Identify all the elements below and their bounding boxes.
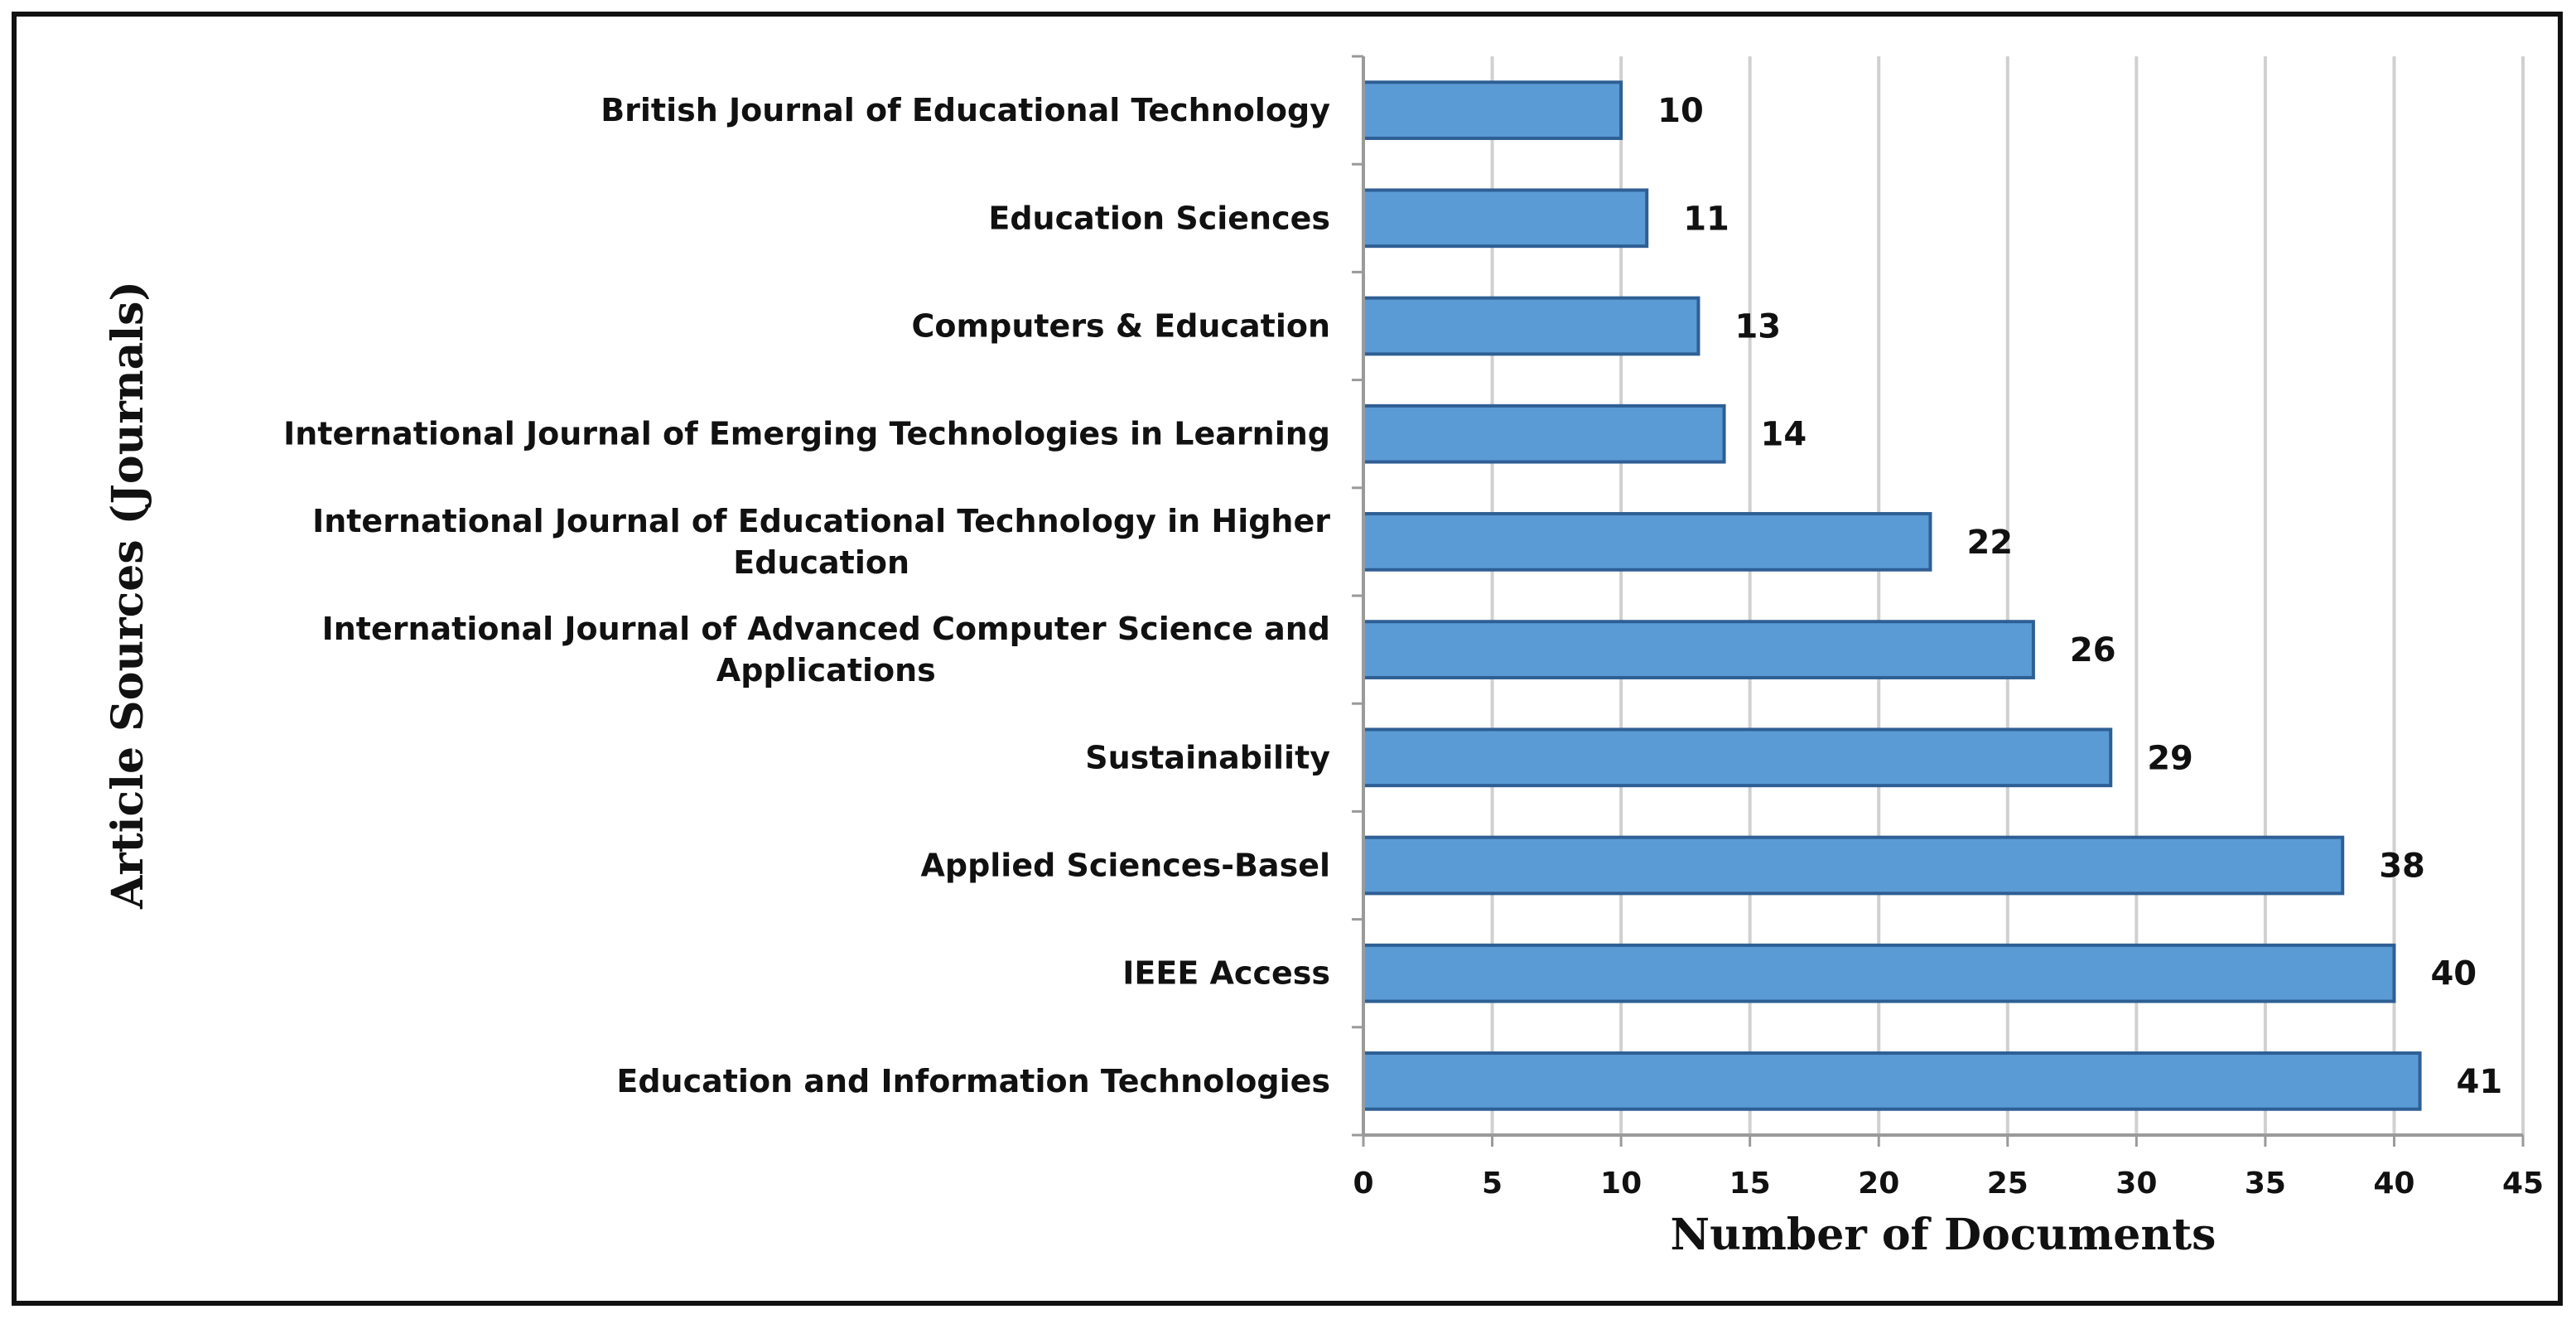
x-tick-label: 40 [2373, 1167, 2414, 1201]
bar [1362, 1051, 2422, 1111]
axes [1352, 55, 2525, 1147]
category-label: Applications [716, 652, 936, 688]
bar [1362, 943, 2396, 1003]
bar [1362, 403, 1726, 464]
y-axis-title: Article Sources (Journals) [103, 281, 153, 910]
category-label: IEEE Access [1122, 955, 1330, 992]
data-label: 40 [2430, 955, 2477, 993]
x-tick-label: 25 [1987, 1167, 2028, 1201]
data-label: 41 [2457, 1063, 2503, 1101]
data-label: 26 [2070, 631, 2116, 669]
category-label: International Journal of Emerging Techno… [283, 416, 1330, 452]
bar [1362, 296, 1700, 356]
x-tick-label: 20 [1858, 1167, 1899, 1201]
category-label: Education Sciences [988, 200, 1330, 236]
data-label: 13 [1734, 308, 1781, 346]
data-label: 38 [2379, 848, 2425, 886]
bar [1362, 620, 2035, 679]
category-label: International Journal of Advanced Comput… [322, 611, 1330, 647]
bar [1362, 727, 2113, 788]
category-label: International Journal of Educational Tec… [312, 503, 1330, 539]
bar [1362, 80, 1623, 140]
bar [1362, 512, 1932, 572]
labels: 0 5 10 15 20 25 30 35 40 45 10 British Journal of E… [283, 92, 2544, 1201]
data-label: 14 [1761, 416, 1807, 454]
x-tick-label: 45 [2502, 1167, 2544, 1201]
category-label: British Journal of Educational Technolog… [601, 92, 1330, 128]
category-label: Computers & Education [912, 308, 1330, 345]
bar [1362, 835, 2345, 896]
bar [1362, 188, 1649, 249]
data-label: 11 [1683, 200, 1729, 238]
x-tick-label: 10 [1600, 1167, 1642, 1201]
category-label: Sustainability [1085, 739, 1330, 775]
category-label: Education [733, 544, 909, 581]
x-tick-label: 0 [1353, 1167, 1373, 1201]
x-tick-label: 35 [2245, 1167, 2286, 1201]
data-label: 22 [1966, 524, 2013, 562]
x-tick-label: 15 [1729, 1167, 1771, 1201]
bars [1362, 80, 2422, 1111]
x-tick-label: 30 [2115, 1167, 2157, 1201]
data-label: 10 [1657, 92, 1704, 130]
category-label: Applied Sciences-Basel [920, 848, 1330, 884]
x-axis-title: Number of Documents [1671, 1210, 2217, 1260]
data-label: 29 [2147, 739, 2193, 777]
x-tick-label: 5 [1482, 1167, 1503, 1201]
category-label: Education and Information Technologies [616, 1063, 1330, 1099]
